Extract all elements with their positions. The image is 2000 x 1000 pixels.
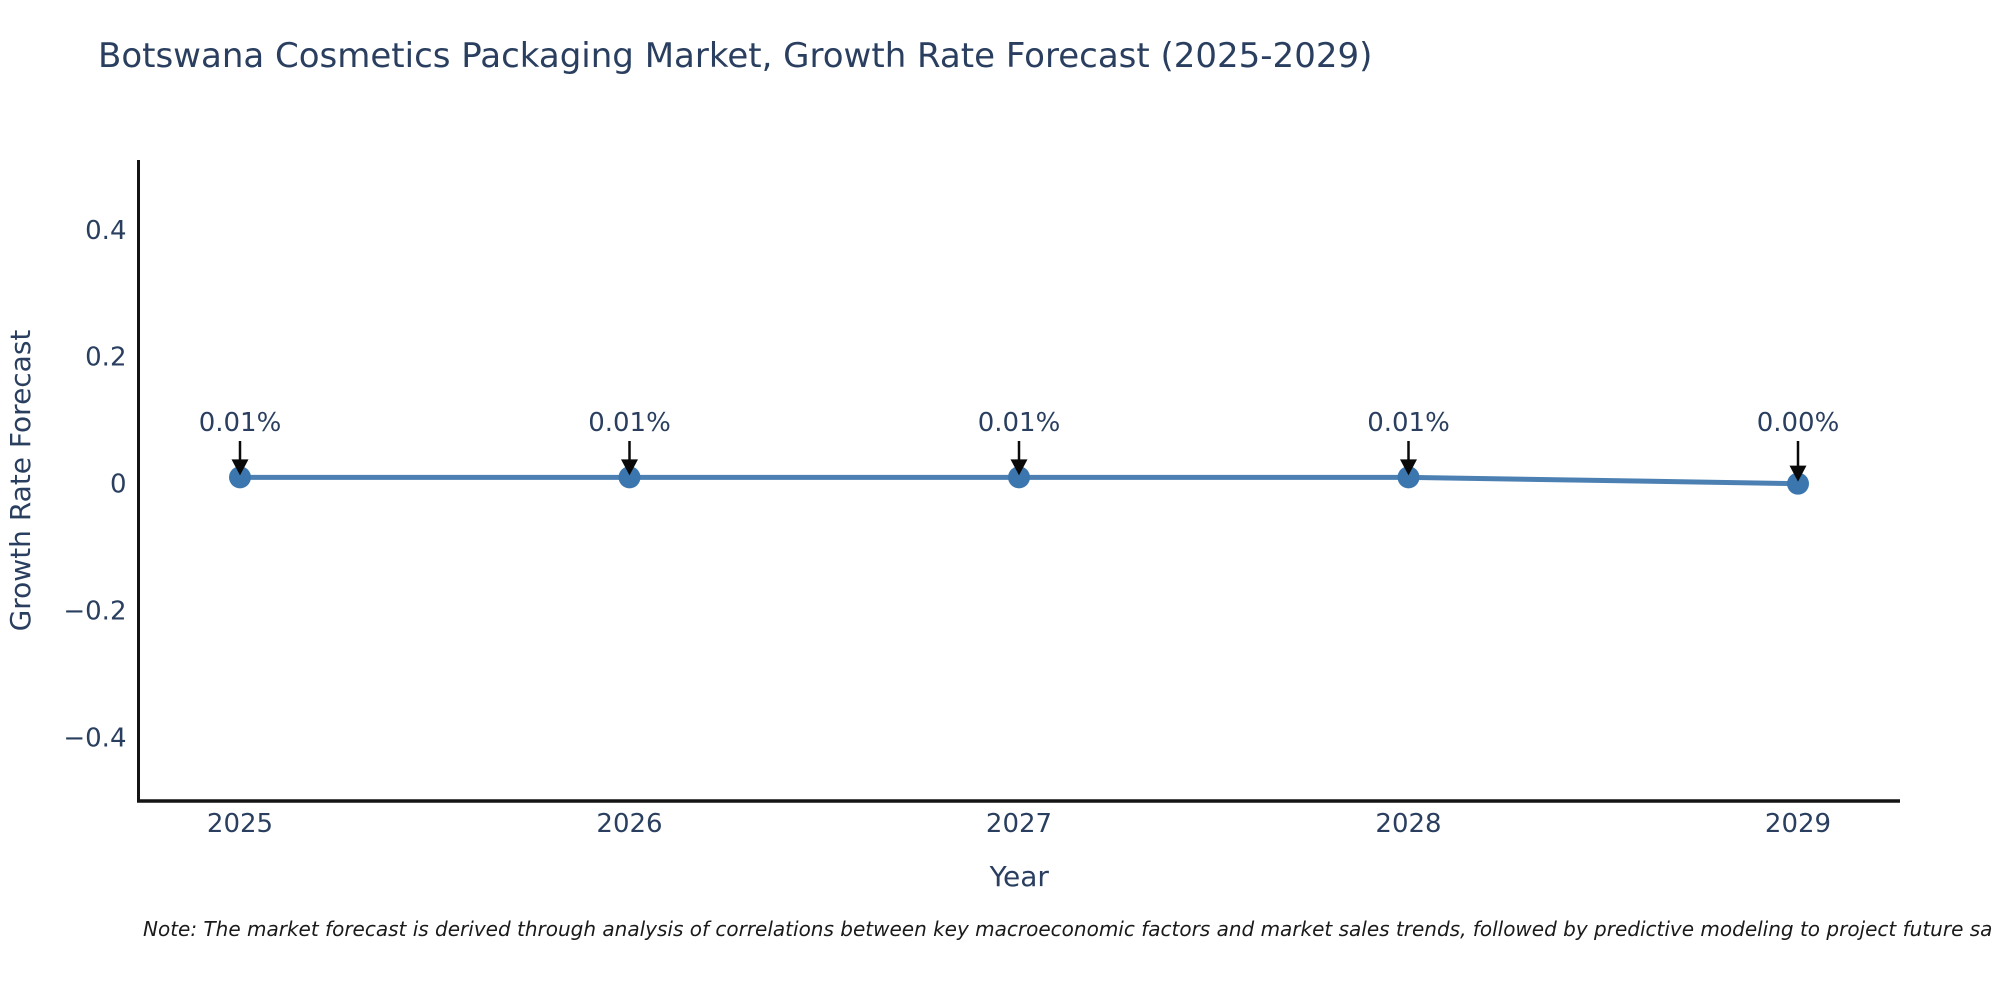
annotation-arrowhead-icon — [1400, 459, 1417, 476]
y-tick-label: −0.4 — [63, 724, 126, 754]
y-tick-label: 0.4 — [85, 216, 126, 246]
annotation-arrowhead-icon — [1010, 459, 1028, 476]
data-point-marker — [618, 466, 641, 489]
x-axis-title: Year — [989, 860, 1050, 893]
x-tick-label: 2029 — [1765, 809, 1831, 839]
y-tick-label: 0 — [110, 470, 127, 500]
y-tick-label: −0.2 — [63, 597, 126, 627]
data-point-marker — [1787, 472, 1809, 495]
x-tick-label: 2027 — [986, 809, 1052, 839]
y-axis-title: Growth Rate Forecast — [4, 330, 37, 632]
x-tick-label: 2026 — [596, 809, 662, 839]
annotation-label: 0.01% — [199, 408, 282, 438]
data-point-marker — [1008, 466, 1030, 489]
annotation-arrowhead-icon — [621, 459, 638, 476]
data-point-marker — [1397, 466, 1420, 489]
chart-title: Botswana Cosmetics Packaging Market, Gro… — [98, 36, 1373, 76]
y-tick-label: 0.2 — [85, 343, 126, 373]
annotation-arrowhead-icon — [231, 459, 249, 476]
annotation-label: 0.01% — [588, 408, 671, 438]
annotation-label: 0.01% — [978, 408, 1061, 438]
x-tick-label: 2025 — [207, 809, 273, 839]
annotation-label: 0.00% — [1757, 408, 1840, 438]
data-point-marker — [229, 466, 251, 489]
chart-footnote: Note: The market forecast is derived thr… — [143, 917, 1993, 941]
annotation-arrowhead-icon — [1789, 465, 1807, 482]
x-tick-label: 2028 — [1375, 809, 1441, 839]
annotation-label: 0.01% — [1367, 408, 1450, 438]
